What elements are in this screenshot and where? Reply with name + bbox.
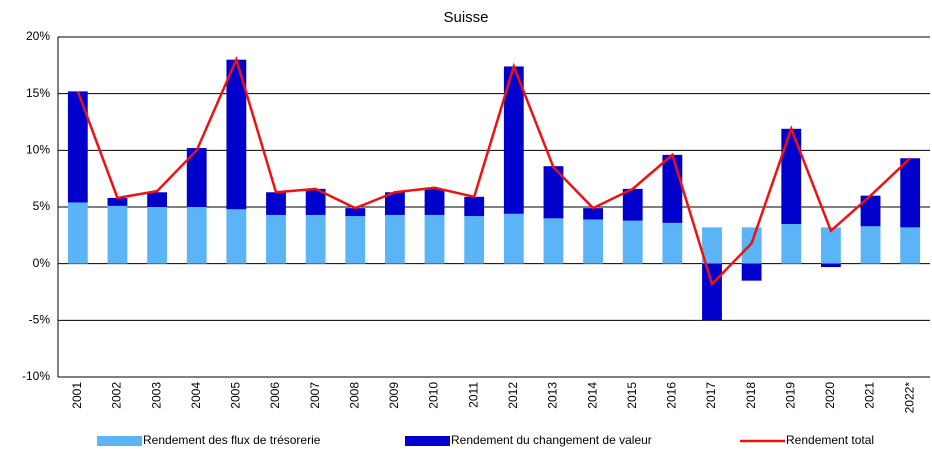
bar [821, 227, 841, 264]
bar [107, 205, 128, 264]
x-tick-label: 2019 [783, 382, 797, 409]
bar [543, 166, 564, 219]
y-tick-label: -5% [29, 313, 51, 327]
x-tick-label: 2018 [744, 382, 758, 409]
x-tick-label: 2012 [506, 382, 520, 409]
bar [147, 192, 167, 207]
y-tick-label: 15% [26, 86, 50, 100]
x-tick-label: 2006 [268, 382, 282, 409]
x-tick-label: 2013 [546, 382, 560, 409]
bar [464, 216, 485, 264]
line [76, 56, 912, 287]
x-tick-label: 2022* [902, 382, 916, 414]
bar [702, 227, 722, 264]
bar [107, 197, 128, 206]
x-tick-label: 2008 [347, 382, 361, 409]
bar [741, 263, 762, 281]
bar [67, 91, 88, 203]
x-tick-label: 2014 [585, 382, 599, 409]
bar [860, 226, 881, 264]
bar [503, 66, 524, 214]
bar [305, 214, 326, 264]
x-tick-label: 2016 [665, 382, 679, 409]
x-tick-label: 2009 [387, 382, 401, 409]
bar [662, 154, 683, 223]
x-tick-label: 2021 [863, 382, 877, 409]
bar [821, 263, 841, 268]
x-tick-label: 2003 [149, 382, 163, 409]
bar [345, 216, 366, 264]
legend-label: Rendement total [786, 433, 874, 447]
y-tick-label: 20% [26, 29, 50, 43]
bar [464, 196, 485, 217]
y-tick-label: 10% [26, 143, 50, 157]
bar [147, 207, 167, 264]
bar [424, 188, 445, 215]
bar [900, 158, 921, 228]
bar [583, 219, 603, 264]
bar [583, 208, 603, 220]
chart-title: Suisse [443, 9, 488, 26]
bar [345, 208, 366, 217]
bar [266, 214, 286, 264]
legend-label: Rendement des flux de trésorerie [143, 433, 321, 447]
bar [662, 222, 683, 264]
x-tick-label: 2015 [625, 382, 639, 409]
bar [385, 214, 405, 264]
bar [226, 59, 247, 210]
y-tick-label: -10% [22, 369, 50, 383]
bar [266, 192, 286, 215]
bar [622, 220, 643, 264]
bar [622, 188, 643, 221]
legend-swatch [97, 436, 142, 446]
y-tick-label: 0% [33, 256, 51, 270]
bar [305, 188, 326, 215]
legend-swatch [405, 436, 450, 446]
x-tick-label: 2007 [308, 382, 322, 409]
bar [226, 209, 247, 264]
bar [900, 227, 921, 264]
x-tick-label: 2002 [110, 382, 124, 409]
bar [186, 207, 207, 264]
y-tick-label: 5% [33, 199, 51, 213]
bar [781, 224, 802, 264]
x-tick-label: 2001 [70, 382, 84, 409]
bar [543, 218, 564, 264]
x-tick-label: 2004 [189, 382, 203, 409]
x-tick-label: 2020 [823, 382, 837, 409]
bar [186, 148, 207, 207]
legend-label: Rendement du changement de valeur [451, 433, 652, 447]
bar [424, 214, 445, 264]
bar [860, 195, 881, 227]
bar [781, 128, 802, 224]
x-tick-label: 2010 [427, 382, 441, 409]
bar [385, 192, 405, 215]
x-tick-label: 2005 [229, 382, 243, 409]
bar [503, 213, 524, 264]
bar [741, 227, 762, 264]
bar [702, 263, 722, 321]
bar [67, 202, 88, 264]
x-tick-label: 2017 [704, 382, 718, 409]
x-tick-label: 2011 [466, 382, 480, 408]
